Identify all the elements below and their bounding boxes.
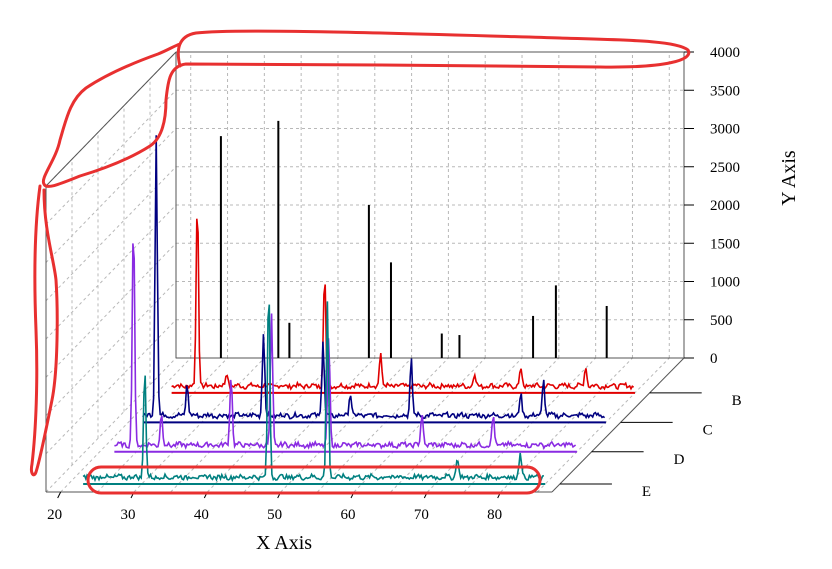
floor-gridline (170, 357, 302, 493)
floor-gridline (206, 357, 339, 493)
left-wall-gridline (45, 281, 177, 416)
left-wall-gridline (45, 242, 177, 378)
series-labels: B C D E (559, 392, 742, 500)
floor-gridline (280, 357, 412, 493)
axis-frame (45, 51, 685, 493)
floor-grid (60, 357, 670, 493)
floor-gridline (500, 357, 633, 493)
frame-edge (45, 51, 177, 187)
floor-gridline (463, 357, 597, 493)
series-label-E: E (642, 484, 651, 500)
series-group (82, 135, 635, 485)
y-tick-label: 2000 (710, 198, 740, 214)
floor-gridline (60, 357, 192, 493)
y-tick-label: 0 (710, 351, 718, 367)
floor-gridline (390, 357, 523, 493)
tick-marks (57, 51, 694, 499)
x-tick-label: 60 (341, 507, 356, 523)
floor-gridline (133, 357, 265, 493)
series-label-D: D (674, 452, 685, 468)
series-trace-C (142, 135, 606, 421)
y-tick-label: 1500 (710, 236, 740, 252)
left-wall-gridline (45, 319, 177, 455)
x-axis-title: X Axis (256, 532, 312, 554)
floor-gridline (353, 357, 486, 493)
floor-gridline (536, 357, 670, 493)
left-wall-gridline (45, 128, 177, 263)
x-tick-label: 70 (414, 507, 429, 523)
floor-gridline (426, 357, 560, 493)
x-tick-label: 20 (47, 507, 62, 523)
y-tick-label: 3000 (710, 122, 740, 138)
x-tick-labels: 20 30 40 50 60 70 80 (47, 507, 502, 523)
floor-gridline (96, 357, 228, 493)
x-tick-label: 50 (267, 507, 282, 523)
series-label-C: C (703, 422, 713, 438)
series-trace-E (82, 301, 545, 483)
series-trace-B (171, 218, 635, 391)
y-tick-labels: 0 500 1000 1500 2000 2500 3000 3500 4000 (710, 45, 740, 367)
annotation-layer (30, 29, 691, 495)
x-tick-label: 30 (121, 507, 136, 523)
series-trace-D (114, 243, 577, 450)
frame-edge (551, 357, 685, 493)
y-axis-title: Y Axis (778, 150, 800, 206)
floor-gridline (243, 357, 376, 493)
series-label-B: B (732, 393, 742, 409)
annotation-outline-back-wall (30, 29, 691, 477)
x-tick-label: 80 (487, 507, 502, 523)
y-tick-label: 3500 (710, 83, 740, 99)
reference-peaks (219, 120, 608, 358)
floor-gridline (316, 357, 449, 493)
y-tick-label: 4000 (710, 45, 740, 61)
y-tick-label: 500 (710, 313, 733, 329)
back-wall (176, 51, 684, 359)
left-wall-gridline (45, 166, 177, 302)
left-wall-gridline (45, 89, 177, 225)
annotation-outline-series-e (86, 465, 542, 495)
left-wall-gridline (45, 357, 177, 493)
left-wall-gridline (45, 204, 177, 340)
y-tick-label: 2500 (710, 160, 740, 176)
y-tick-label: 1000 (710, 275, 740, 291)
x-tick-label: 40 (194, 507, 209, 523)
x-tick-mark (57, 491, 62, 499)
